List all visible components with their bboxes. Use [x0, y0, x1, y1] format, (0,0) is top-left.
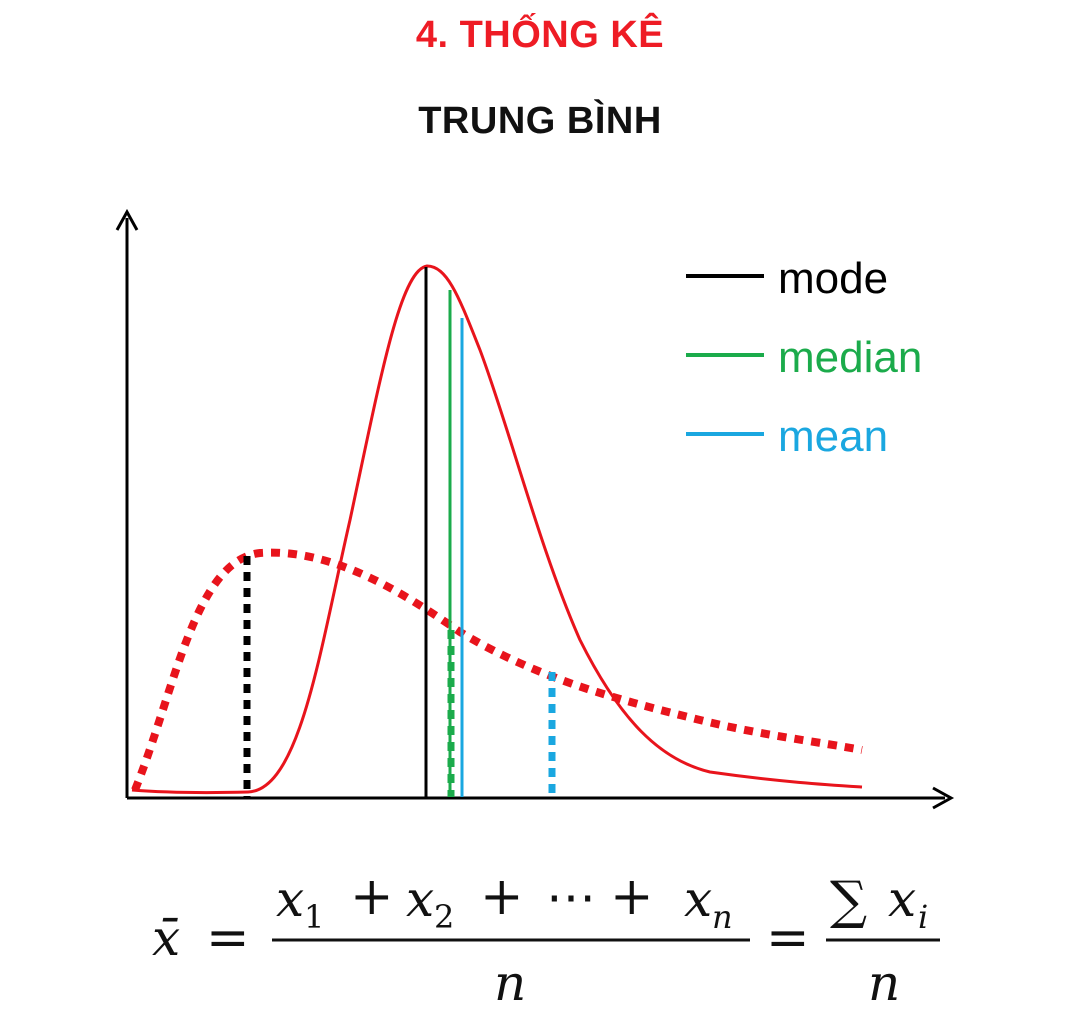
formula-sum-symbol: ∑: [830, 871, 867, 931]
x-axis-arrow: [932, 786, 955, 810]
formula-sum-sub: i: [918, 898, 928, 936]
formula-x2: x: [406, 870, 434, 928]
formula-plus-1: +: [350, 867, 394, 927]
formula-sum-denominator: n: [868, 954, 900, 1012]
legend-label-median: median: [778, 333, 922, 382]
legend-item-median: median: [686, 333, 922, 382]
formula-dots: ⋯: [546, 868, 596, 926]
formula-equals-2: =: [766, 908, 810, 968]
legend-label-mean: mean: [778, 412, 888, 461]
formula-x1-sub: 1: [304, 898, 324, 936]
axes: [115, 208, 955, 810]
formula-xn-sub: n: [712, 898, 733, 936]
formula-sum-term: x: [888, 870, 916, 928]
formula-plus-2: +: [480, 867, 524, 927]
legend-item-mean: mean: [686, 412, 888, 461]
mean-formula: x̄ = x 1 + x 2 + ⋯ + x n n = ∑ x i n: [152, 867, 940, 1012]
peaked-distribution-curve: [131, 264, 863, 795]
formula-x2-sub: 2: [434, 898, 454, 936]
legend-item-mode: mode: [686, 254, 888, 303]
legend: mode median mean: [686, 254, 922, 461]
legend-label-mode: mode: [778, 254, 888, 303]
section-heading: 4. THỐNG KÊ: [415, 14, 665, 56]
formula-xn: x: [684, 870, 712, 928]
formula-x1: x: [276, 870, 304, 928]
formula-equals-1: =: [206, 908, 250, 968]
formula-denominator: n: [494, 954, 526, 1012]
section-subheading: TRUNG BÌNH: [418, 100, 662, 142]
formula-xbar: x̄: [152, 909, 180, 967]
formula-plus-3: +: [610, 867, 654, 927]
y-axis-arrow: [115, 208, 139, 231]
